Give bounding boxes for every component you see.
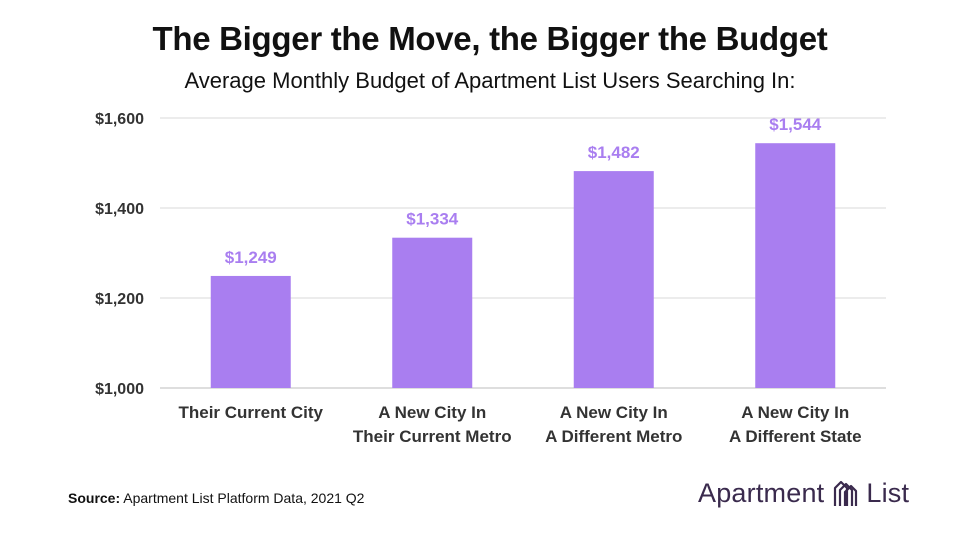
y-tick-label: $1,600 xyxy=(95,111,144,128)
bar xyxy=(755,143,836,388)
x-tick-label: A New City In Their Current Metro xyxy=(353,403,512,446)
source-text: Apartment List Platform Data, 2021 Q2 xyxy=(120,490,365,506)
data-label: $1,334 xyxy=(406,210,459,229)
x-tick-label-line: A New City In xyxy=(560,403,668,422)
y-tick-label: $1,000 xyxy=(95,381,144,398)
bar xyxy=(210,275,291,388)
apartment-list-logo: Apartment List xyxy=(698,478,909,509)
chart-title: The Bigger the Move, the Bigger the Budg… xyxy=(152,20,828,57)
x-tick-label-line: A Different Metro xyxy=(545,427,682,446)
logo-word-list: List xyxy=(866,478,910,508)
source-label: Source: xyxy=(68,490,121,506)
x-tick-label-line: A New City In xyxy=(378,403,486,422)
y-tick-label: $1,400 xyxy=(95,201,144,218)
data-label: $1,249 xyxy=(225,248,277,267)
x-tick-label: A New City In A Different Metro xyxy=(545,403,682,446)
x-tick-label-line: Their Current Metro xyxy=(353,427,512,446)
x-tick-label-line: A Different State xyxy=(729,427,862,446)
apartment-list-logo-icon xyxy=(834,480,858,506)
logo-word-apartment: Apartment xyxy=(698,478,825,508)
x-tick-label-line: A New City In xyxy=(741,403,849,422)
y-tick-label: $1,200 xyxy=(95,291,144,308)
bar xyxy=(392,237,473,388)
chart-subtitle: Average Monthly Budget of Apartment List… xyxy=(184,68,796,93)
source-note: Source: Apartment List Platform Data, 20… xyxy=(68,490,364,506)
x-tick-label-line: Their Current City xyxy=(178,403,323,422)
x-tick-label: A New City In A Different State xyxy=(729,403,862,446)
data-label: $1,482 xyxy=(588,143,640,162)
x-tick-label: Their Current City xyxy=(178,403,323,422)
data-label: $1,544 xyxy=(769,115,822,134)
bar xyxy=(573,171,654,388)
